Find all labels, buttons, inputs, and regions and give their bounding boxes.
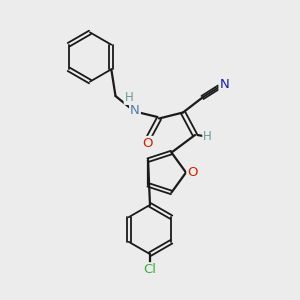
Text: H: H [203,130,212,143]
Text: Cl: Cl [143,263,157,276]
Text: N: N [130,104,140,118]
Text: H: H [124,91,134,104]
Text: N: N [220,78,229,91]
Text: O: O [143,137,153,150]
Text: O: O [187,166,198,179]
